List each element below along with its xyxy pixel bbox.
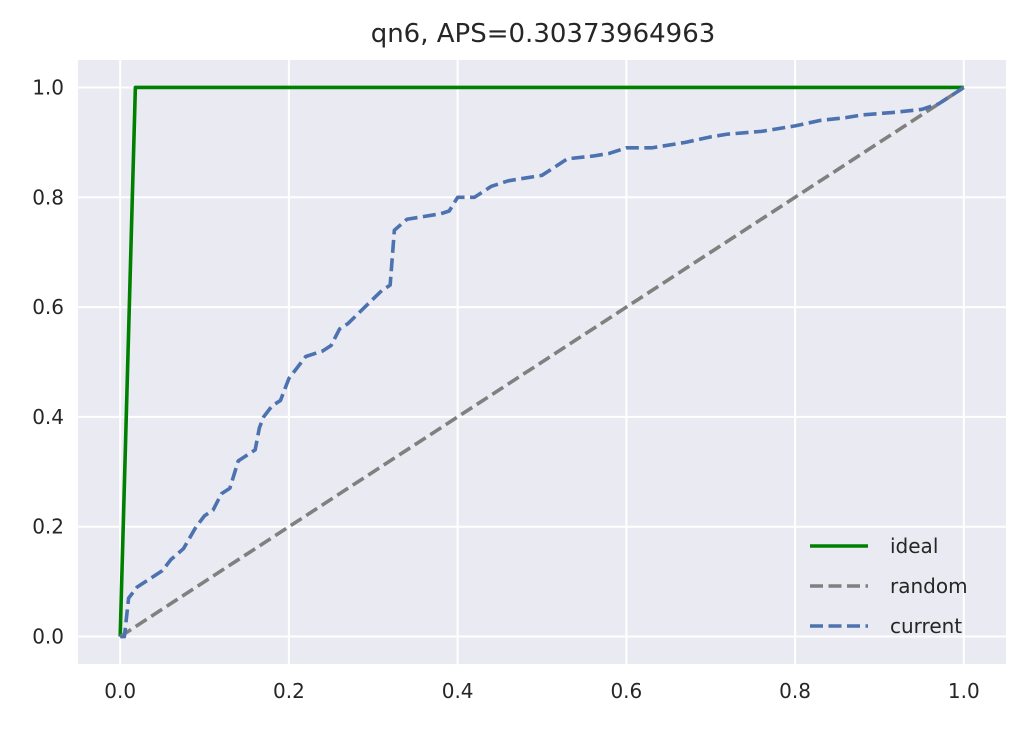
y-tick-label: 0.4 (32, 405, 64, 429)
legend: ideal random current (810, 534, 968, 638)
grid (78, 60, 1006, 664)
x-tick-label: 0.8 (779, 679, 811, 703)
x-tick-label: 0.0 (104, 679, 136, 703)
series-line-current (120, 85, 965, 639)
chart-title: qn6, APS=0.30373964963 (371, 19, 716, 49)
legend-label-current: current (890, 614, 962, 638)
x-tick-label: 1.0 (948, 679, 980, 703)
y-tick-label: 0.8 (32, 185, 64, 209)
y-tick-label: 1.0 (32, 75, 64, 99)
x-axis-ticks: 0.0 0.2 0.4 0.6 0.8 1.0 (104, 679, 979, 703)
x-tick-label: 0.6 (610, 679, 642, 703)
x-tick-label: 0.4 (442, 679, 474, 703)
series-layer (118, 85, 965, 639)
series-line-random (119, 85, 965, 639)
y-tick-label: 0.2 (32, 515, 64, 539)
y-tick-label: 0.0 (32, 625, 64, 649)
y-tick-label: 0.6 (32, 295, 64, 319)
x-tick-label: 0.2 (273, 679, 305, 703)
y-axis-ticks: 0.0 0.2 0.4 0.6 0.8 1.0 (32, 75, 64, 648)
legend-label-random: random (890, 574, 968, 598)
legend-label-ideal: ideal (890, 534, 938, 558)
series-line-ideal (118, 85, 964, 637)
